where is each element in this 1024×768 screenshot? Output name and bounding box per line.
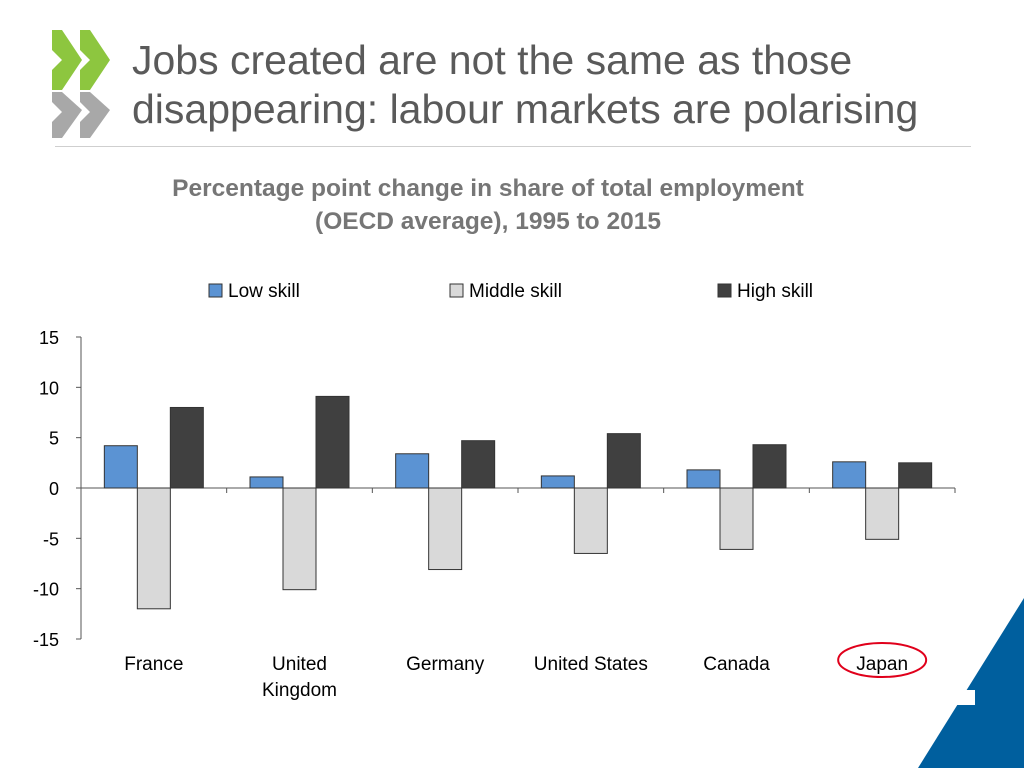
title-divider <box>55 146 971 147</box>
x-tick-label: Canada <box>703 654 770 675</box>
bar-high-skill <box>315 395 350 489</box>
bar-low-skill <box>103 445 138 489</box>
bar-high-skill <box>169 406 204 489</box>
x-tick-label: Germany <box>406 654 485 675</box>
bar-high-skill <box>606 433 641 489</box>
bar-middle-skill <box>865 487 900 540</box>
legend-swatch <box>208 283 223 298</box>
bar-low-skill <box>395 453 430 489</box>
y-tick-label: 15 <box>39 328 59 348</box>
legend-label: Low skill <box>228 281 300 302</box>
legend-swatch <box>717 283 732 298</box>
slide-title-line-2: disappearing: labour markets are polaris… <box>132 86 919 132</box>
y-tick-label: 0 <box>49 479 59 499</box>
y-tick-label: 5 <box>49 429 59 449</box>
bar-low-skill <box>832 461 867 489</box>
y-tick-label: -5 <box>43 529 59 549</box>
slide-title-line-1: Jobs created are not the same as those <box>132 37 853 83</box>
bar-middle-skill <box>719 487 754 550</box>
bar-low-skill <box>249 476 284 489</box>
x-tick-label: France <box>124 654 183 675</box>
chart-title: Percentage point change in share of tota… <box>90 172 886 238</box>
bar-middle-skill <box>282 487 317 591</box>
oecd-logo-icon <box>52 30 110 138</box>
x-tick-label: United Kingdom <box>262 654 337 701</box>
bar-high-skill <box>752 444 787 489</box>
bar-middle-skill <box>136 487 171 610</box>
y-tick-label: -10 <box>33 580 59 600</box>
slide-title: Jobs created are not the same as those d… <box>132 36 992 134</box>
bar-low-skill <box>686 469 721 489</box>
chart-title-line-2: (OECD average), 1995 to 2015 <box>315 208 661 235</box>
bar-high-skill <box>898 462 933 489</box>
legend-label: High skill <box>737 281 813 302</box>
x-tick-label: United States <box>534 654 648 675</box>
highlight-circle <box>837 642 928 678</box>
legend-label: Middle skill <box>469 281 562 302</box>
legend-swatch <box>449 283 464 298</box>
bar-low-skill <box>540 475 575 489</box>
x-tick-label: Japan <box>856 654 908 675</box>
bar-middle-skill <box>428 487 463 571</box>
y-tick-label: 10 <box>39 378 59 398</box>
bar-middle-skill <box>573 487 608 554</box>
bar-high-skill <box>461 440 496 489</box>
chart-title-line-1: Percentage point change in share of tota… <box>172 175 804 202</box>
y-tick-label: -15 <box>33 630 59 650</box>
